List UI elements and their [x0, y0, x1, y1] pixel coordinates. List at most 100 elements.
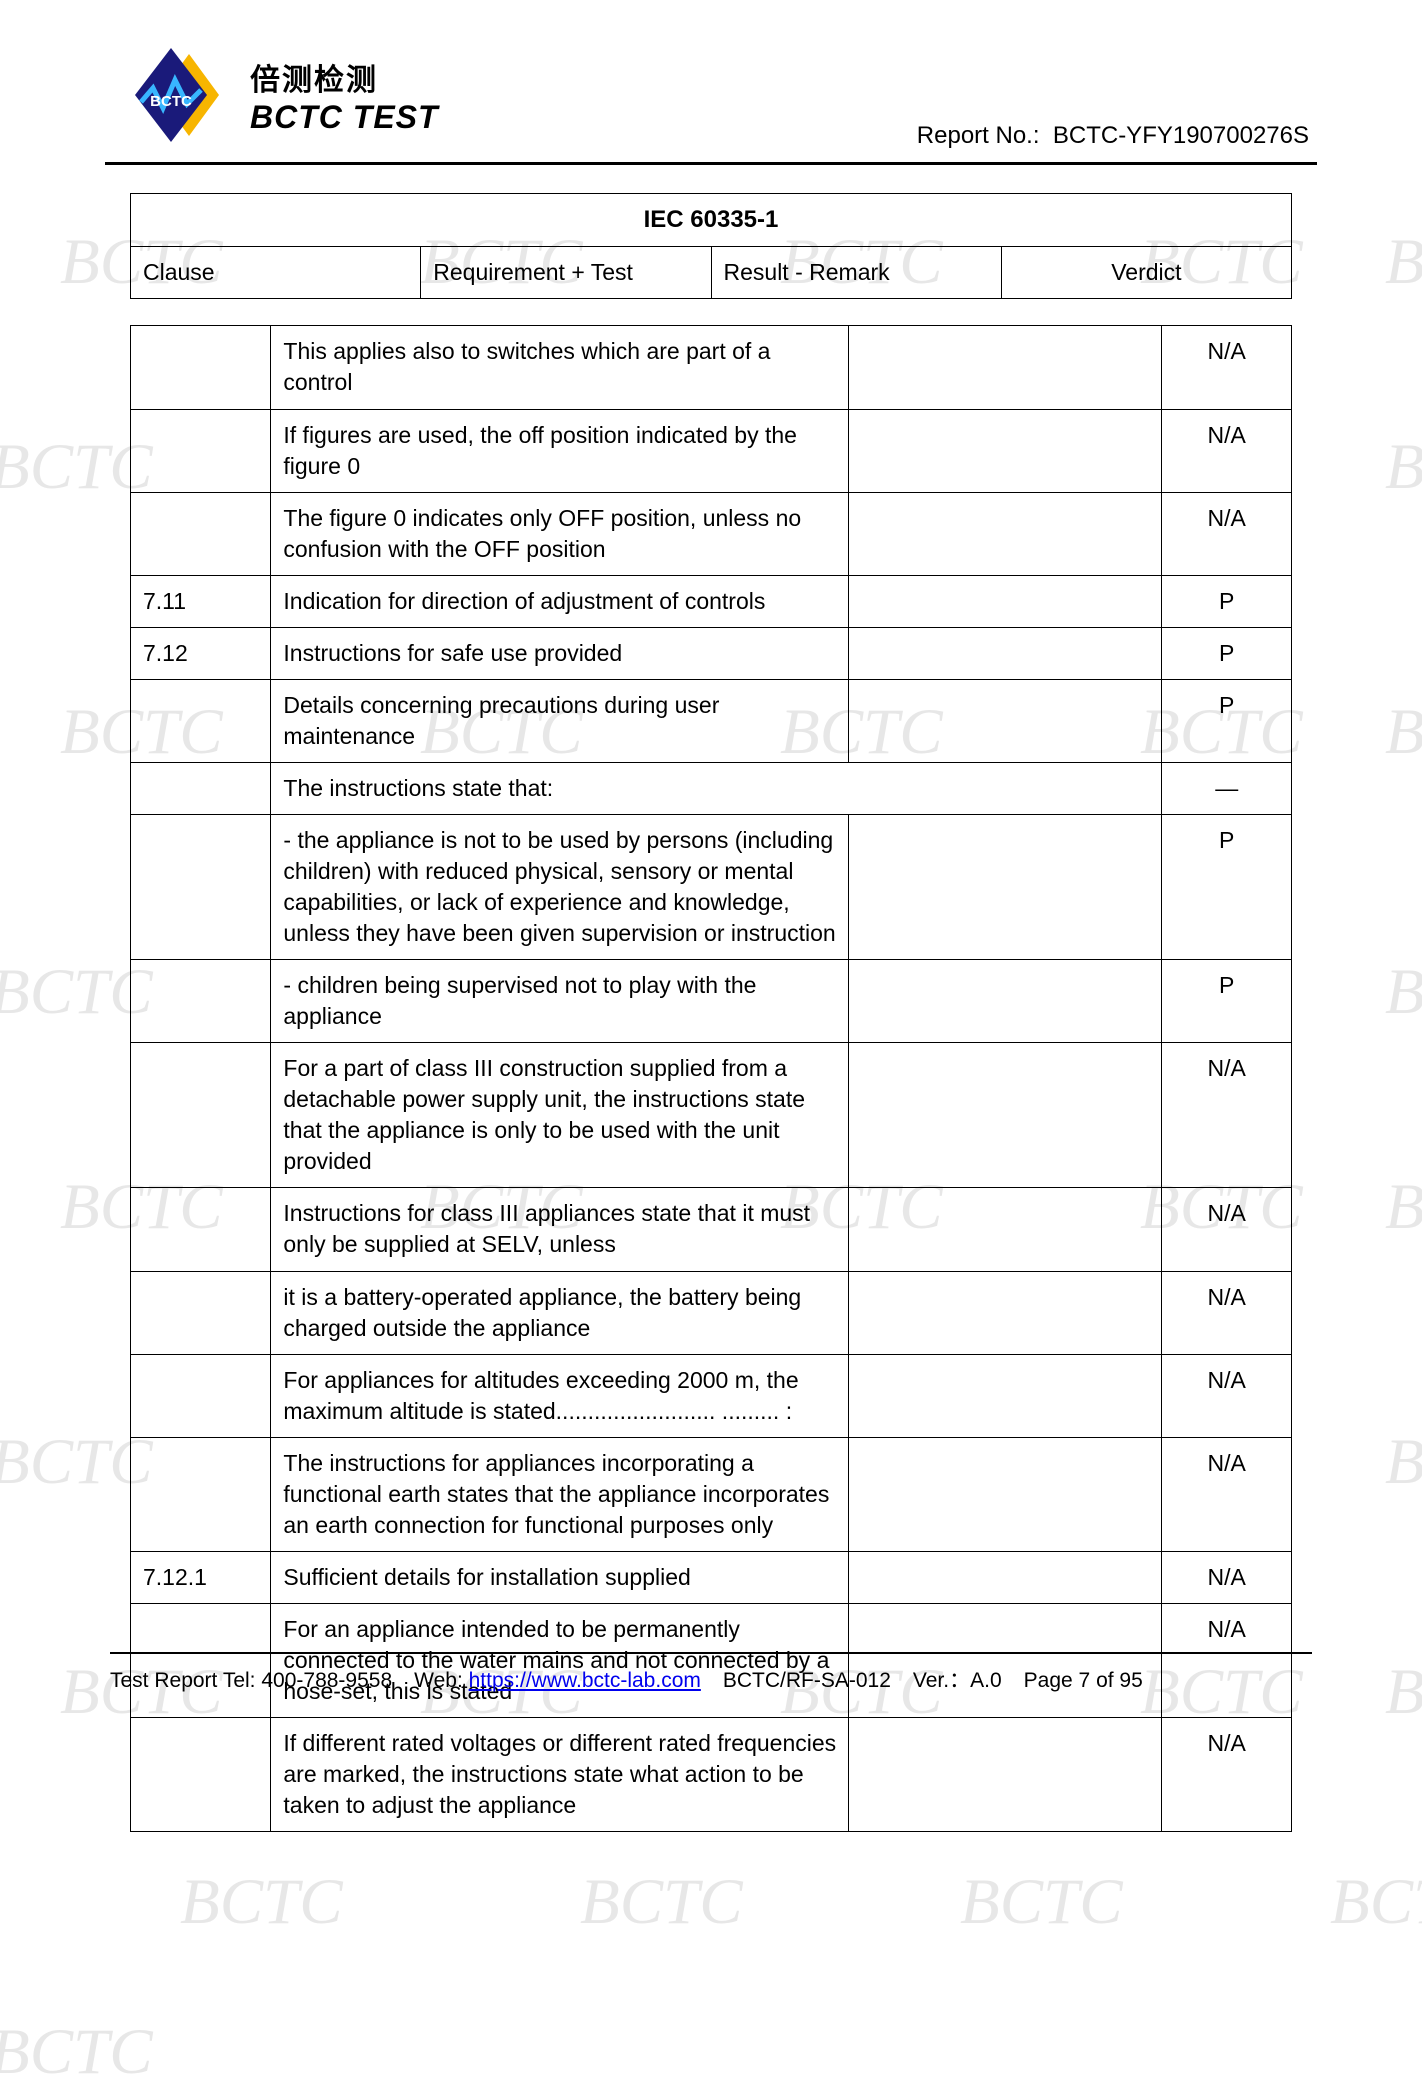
- cell-verdict: P: [1162, 814, 1292, 959]
- cell-verdict: P: [1162, 960, 1292, 1043]
- cell-verdict: N/A: [1162, 1271, 1292, 1354]
- cell-clause: [131, 1271, 271, 1354]
- watermark-text: BCTC: [1330, 1870, 1422, 1935]
- cell-result: [849, 1718, 1162, 1832]
- cell-verdict: P: [1162, 627, 1292, 679]
- cell-result: [849, 1551, 1162, 1603]
- table-row: 7.12.1Sufficient details for installatio…: [131, 1551, 1292, 1603]
- table-row: If different rated voltages or different…: [131, 1718, 1292, 1832]
- cell-requirement: - the appliance is not to be used by per…: [271, 814, 849, 959]
- table-title-row: IEC 60335-1: [131, 194, 1292, 247]
- report-no-value: BCTC-YFY190700276S: [1053, 122, 1309, 149]
- cell-clause: 7.12.1: [131, 1551, 271, 1603]
- cell-clause: [131, 492, 271, 575]
- logo-text-cn: 倍测检测: [250, 55, 439, 99]
- cell-verdict: N/A: [1162, 326, 1292, 409]
- logo-badge-text: BCTC: [150, 93, 192, 110]
- table-row: Instructions for class III appliances st…: [131, 1188, 1292, 1271]
- watermark-text: BCTC: [960, 1870, 1123, 1935]
- report-number: Report No.: BCTC-YFY190700276S: [917, 122, 1309, 150]
- cell-clause: [131, 814, 271, 959]
- table-row: For a part of class III construction sup…: [131, 1043, 1292, 1188]
- cell-requirement: Details concerning precautions during us…: [271, 679, 849, 762]
- cell-requirement: - children being supervised not to play …: [271, 960, 849, 1043]
- table-row: - children being supervised not to play …: [131, 960, 1292, 1043]
- cell-result: [849, 1188, 1162, 1271]
- cell-result: [849, 575, 1162, 627]
- table-row: The instructions for appliances incorpor…: [131, 1437, 1292, 1551]
- table-row: For appliances for altitudes exceeding 2…: [131, 1354, 1292, 1437]
- cell-clause: [131, 960, 271, 1043]
- cell-requirement: Indication for direction of adjustment o…: [271, 575, 849, 627]
- cell-requirement: For appliances for altitudes exceeding 2…: [271, 1354, 849, 1437]
- table-row: The figure 0 indicates only OFF position…: [131, 492, 1292, 575]
- cell-requirement: If different rated voltages or different…: [271, 1718, 849, 1832]
- table-row: Details concerning precautions during us…: [131, 679, 1292, 762]
- footer-version: Ver.：A.0: [913, 1664, 1002, 1694]
- cell-requirement: it is a battery-operated appliance, the …: [271, 1271, 849, 1354]
- watermark-text: BCTC: [580, 1870, 743, 1935]
- cell-clause: [131, 326, 271, 409]
- cell-requirement: For a part of class III construction sup…: [271, 1043, 849, 1188]
- cell-requirement: Instructions for safe use provided: [271, 627, 849, 679]
- table-row: it is a battery-operated appliance, the …: [131, 1271, 1292, 1354]
- cell-clause: [131, 1718, 271, 1832]
- table-row: This applies also to switches which are …: [131, 326, 1292, 409]
- table-row: - the appliance is not to be used by per…: [131, 814, 1292, 959]
- footer-doc-code: BCTC/RF-SA-012: [723, 1669, 891, 1693]
- logo-text-block: 倍测检测 BCTC TEST: [250, 55, 439, 136]
- cell-verdict: N/A: [1162, 1354, 1292, 1437]
- cell-result: [849, 492, 1162, 575]
- cell-clause: [131, 1354, 271, 1437]
- cell-verdict: N/A: [1162, 1437, 1292, 1551]
- cell-result: [849, 409, 1162, 492]
- footer-page: Page 7 of 95: [1024, 1669, 1143, 1693]
- cell-clause: 7.12: [131, 627, 271, 679]
- col-header-requirement: Requirement + Test: [421, 247, 711, 299]
- cell-verdict: N/A: [1162, 1718, 1292, 1832]
- cell-verdict: N/A: [1162, 1188, 1292, 1271]
- report-no-label: Report No.:: [917, 122, 1040, 149]
- footer-web: Web: https://www.bctc-lab.com: [414, 1669, 701, 1693]
- cell-requirement: The instructions state that:: [271, 762, 1162, 814]
- cell-verdict: —: [1162, 762, 1292, 814]
- col-header-result: Result - Remark: [711, 247, 1001, 299]
- footer-web-link[interactable]: https://www.bctc-lab.com: [469, 1669, 701, 1692]
- table-row: 7.12Instructions for safe use provided P: [131, 627, 1292, 679]
- cell-verdict: N/A: [1162, 1043, 1292, 1188]
- cell-clause: 7.11: [131, 575, 271, 627]
- cell-requirement: Sufficient details for installation supp…: [271, 1551, 849, 1603]
- cell-result: [849, 814, 1162, 959]
- cell-clause: [131, 679, 271, 762]
- standard-title: IEC 60335-1: [131, 194, 1292, 247]
- cell-verdict: N/A: [1162, 492, 1292, 575]
- cell-result: [849, 627, 1162, 679]
- logo-block: BCTC 倍测检测 BCTC TEST: [105, 40, 439, 150]
- cell-result: [849, 1437, 1162, 1551]
- cell-result: [849, 679, 1162, 762]
- cell-clause: [131, 1188, 271, 1271]
- col-header-verdict: Verdict: [1001, 247, 1291, 299]
- cell-verdict: N/A: [1162, 409, 1292, 492]
- watermark-text: BCTC: [0, 2020, 153, 2085]
- cell-result: [849, 1271, 1162, 1354]
- cell-verdict: P: [1162, 679, 1292, 762]
- table-header-row: Clause Requirement + Test Result - Remar…: [131, 247, 1292, 299]
- footer-tel: Test Report Tel: 400-788-9558: [110, 1669, 392, 1693]
- col-header-clause: Clause: [131, 247, 421, 299]
- cell-result: [849, 1043, 1162, 1188]
- page-header: BCTC 倍测检测 BCTC TEST Report No.: BCTC-YFY…: [105, 40, 1317, 165]
- cell-result: [849, 960, 1162, 1043]
- cell-clause: [131, 1437, 271, 1551]
- cell-verdict: N/A: [1162, 1551, 1292, 1603]
- cell-clause: [131, 762, 271, 814]
- requirements-table: This applies also to switches which are …: [130, 325, 1292, 1832]
- standard-header-table: IEC 60335-1 Clause Requirement + Test Re…: [130, 193, 1292, 299]
- cell-clause: [131, 1043, 271, 1188]
- table-row: The instructions state that:—: [131, 762, 1292, 814]
- watermark-text: BCTC: [180, 1870, 343, 1935]
- cell-result: [849, 1354, 1162, 1437]
- cell-result: [849, 326, 1162, 409]
- cell-requirement: The instructions for appliances incorpor…: [271, 1437, 849, 1551]
- logo-text-en: BCTC TEST: [250, 99, 439, 136]
